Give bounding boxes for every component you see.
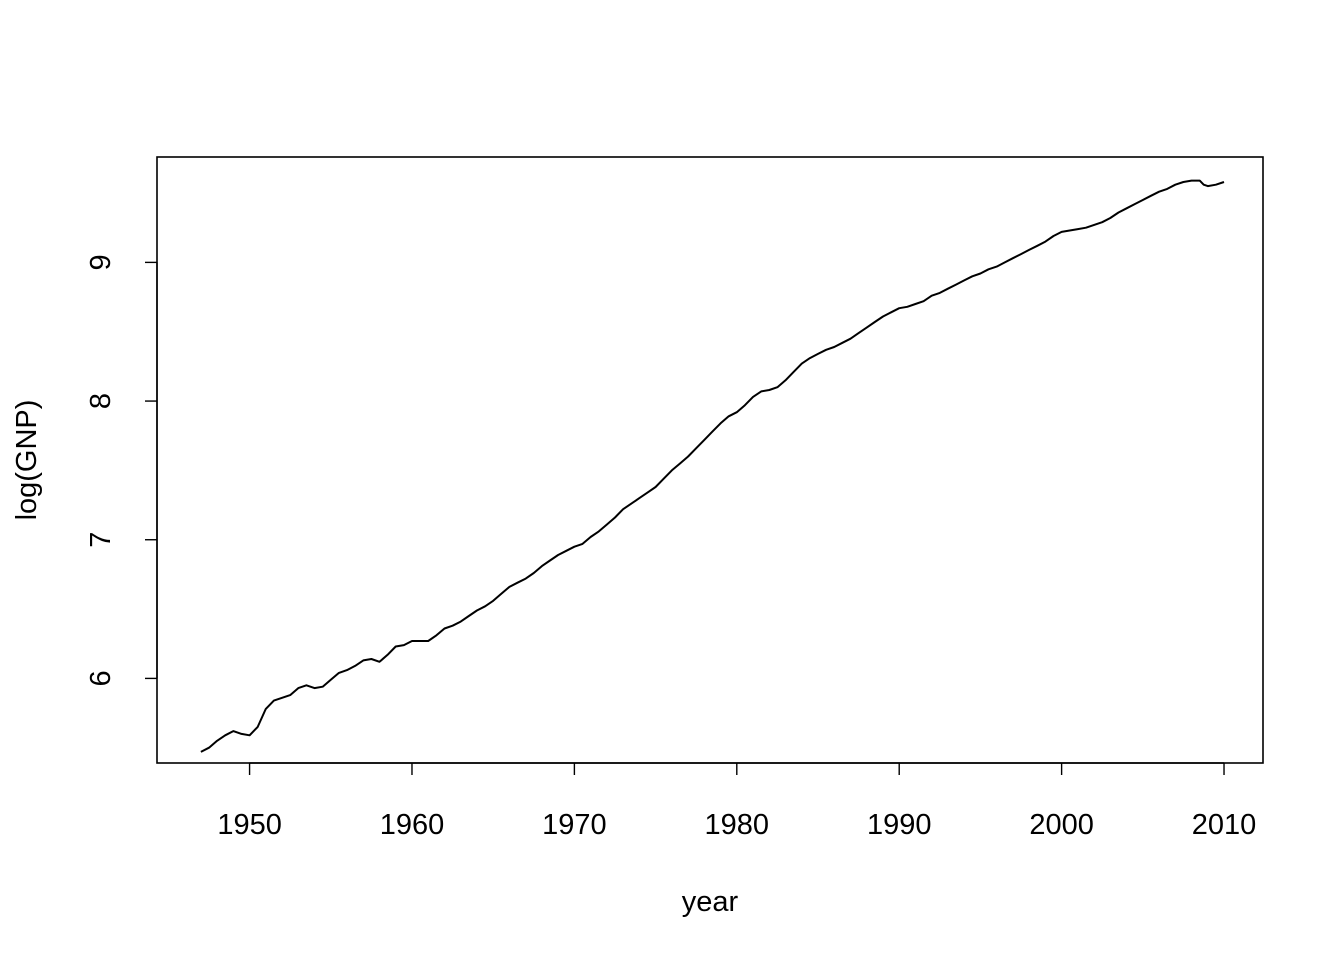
x-axis: 1950 1960 1970 1980 1990 2000 2010: [217, 762, 1257, 841]
x-tick-label: 1970: [542, 809, 607, 841]
x-tick-label: 2010: [1192, 809, 1257, 841]
y-axis-label: log(GNP): [11, 400, 43, 521]
y-tick-label: 9: [85, 254, 117, 270]
series-line: [200, 179, 1225, 753]
x-axis-label: year: [682, 886, 739, 918]
x-tick-label: 2000: [1029, 809, 1094, 841]
x-tick-label: 1980: [705, 809, 770, 841]
y-tick-label: 7: [85, 532, 117, 548]
y-tick-label: 8: [85, 393, 117, 409]
plot-frame: [156, 156, 1264, 764]
y-tick-label: 6: [85, 670, 117, 686]
x-tick-label: 1950: [217, 809, 282, 841]
x-tick-label: 1960: [380, 809, 445, 841]
x-tick-label: 1990: [867, 809, 932, 841]
y-axis: 6 7 8 9: [85, 254, 158, 686]
